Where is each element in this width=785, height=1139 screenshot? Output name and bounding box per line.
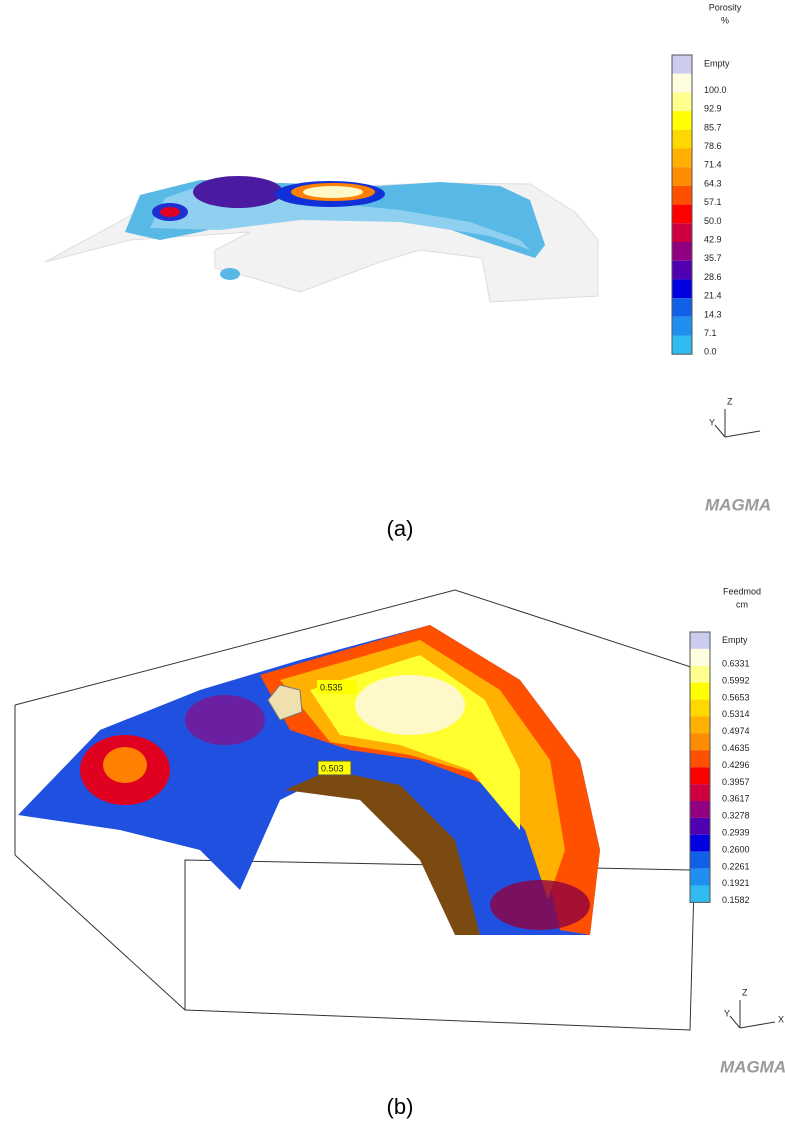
legend-swatch (672, 186, 692, 205)
legend-swatch (690, 784, 710, 801)
legend-label: 0.4296 (722, 760, 750, 770)
legend-label: 64.3 (704, 178, 722, 188)
legend-label: 0.4635 (722, 743, 750, 753)
legend-swatch (672, 92, 692, 111)
legend-label: 50.0 (704, 216, 722, 226)
legend-swatch (690, 733, 710, 750)
legend-title: Porosity (709, 2, 742, 12)
legend-label: 0.6331 (722, 658, 750, 668)
legend-title: Feedmod (723, 586, 761, 596)
legend-label: 0.2939 (722, 827, 750, 837)
annotation: 0.535 (320, 682, 343, 692)
legend-swatch (690, 750, 710, 767)
caption: (b) (387, 1094, 414, 1119)
legend-label: 85.7 (704, 122, 722, 132)
axis-line (730, 1016, 740, 1028)
legend-label: 7.1 (704, 328, 717, 338)
legend-swatch (672, 130, 692, 149)
legend-label: 0.5992 (722, 675, 750, 685)
legend-label: 28.6 (704, 272, 722, 282)
legend-swatch (672, 167, 692, 186)
legend-label: 0.1921 (722, 878, 750, 888)
axis-line (740, 1022, 775, 1028)
legend-swatch (690, 683, 710, 700)
legend-label: 14.3 (704, 309, 722, 319)
legend-swatch (672, 149, 692, 168)
caption: (a) (387, 516, 414, 541)
legend-label: 0.1582 (722, 895, 750, 905)
casting-a (45, 176, 598, 302)
legend-swatch (690, 632, 710, 649)
legend-swatch (672, 317, 692, 336)
legend-swatch (690, 852, 710, 869)
legend-label: 57.1 (704, 197, 722, 207)
legend-swatch (672, 279, 692, 298)
annotation: 0.503 (321, 763, 344, 773)
legend-label: 0.3617 (722, 794, 750, 804)
legend-label: 42.9 (704, 235, 722, 245)
axis-label: Y (724, 1008, 730, 1018)
legend-swatch (672, 55, 692, 74)
legend-label: 71.4 (704, 160, 722, 170)
logo: MAGMA (720, 1057, 785, 1076)
legend-swatch (690, 767, 710, 784)
legend-swatch (690, 649, 710, 666)
legend-swatch (690, 835, 710, 852)
axis-label: Z (742, 987, 748, 997)
legend-label: 0.2600 (722, 844, 750, 854)
legend-unit: cm (736, 599, 748, 609)
axis-label: Y (709, 417, 715, 427)
legend-swatch (672, 336, 692, 355)
legend-label: Empty (704, 59, 730, 69)
legend-swatch (672, 261, 692, 280)
legend-label: 0.3957 (722, 777, 750, 787)
legend-label: 100.0 (704, 85, 727, 95)
legend-swatch (690, 801, 710, 818)
logo: MAGMA (705, 495, 771, 514)
legend-label: 21.4 (704, 291, 722, 301)
legend-label: 78.6 (704, 141, 722, 151)
legend-swatch (690, 818, 710, 835)
legend-label: 0.4974 (722, 726, 750, 736)
axis-label: Z (727, 396, 733, 406)
legend-swatch (672, 205, 692, 224)
legend-swatch (672, 298, 692, 317)
legend-swatch (690, 717, 710, 734)
legend-swatch (690, 886, 710, 903)
legend-label: 0.0 (704, 347, 717, 357)
legend-label: 0.3278 (722, 811, 750, 821)
axis-line (715, 425, 725, 437)
legend-unit: % (721, 15, 729, 25)
legend-swatch (690, 869, 710, 886)
legend-swatch (690, 666, 710, 683)
legend-swatch (672, 74, 692, 93)
legend-swatch (672, 242, 692, 261)
legend-swatch (672, 111, 692, 130)
legend-label: Empty (722, 635, 748, 645)
figure: 0.535 0.503 (a) (b) MAGMA MAGMA Porosity… (0, 0, 785, 1139)
legend-label: 35.7 (704, 253, 722, 263)
axis-line (725, 431, 760, 437)
legend-label: 0.5314 (722, 709, 750, 719)
legend-label: 0.2261 (722, 861, 750, 871)
legend-swatch (672, 223, 692, 242)
legend-label: 92.9 (704, 104, 722, 114)
axis-label: X (778, 1014, 784, 1024)
legend-swatch (690, 700, 710, 717)
casting-b (18, 625, 600, 935)
legend-label: 0.5653 (722, 692, 750, 702)
